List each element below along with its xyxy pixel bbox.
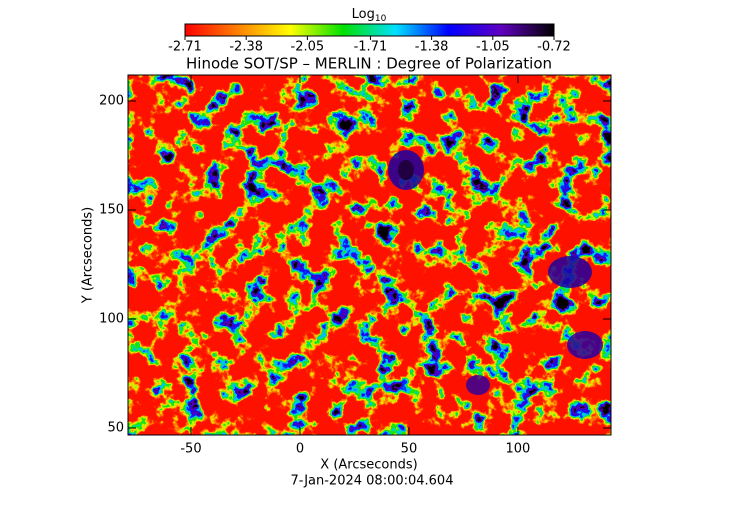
chart-title: Hinode SOT/SP – MERLIN : Degree of Polar… [186,55,552,73]
spot [548,256,592,288]
colorbar-tick-label: -2.71 [168,40,202,55]
y-tick-label: 150 [99,202,124,217]
spot-core [398,160,414,180]
y-tick-label: 100 [99,311,124,326]
colorbar-label-base: Log [352,7,375,22]
polarization-map [128,75,611,435]
colorbar-tick-label: -0.72 [537,40,571,55]
y-tick-label: 200 [99,93,124,108]
date-label: 7-Jan-2024 08:00:04.604 [291,474,454,489]
colorbar-label: Log10 [352,7,387,24]
colorbar-tick-label: -2.05 [291,40,325,55]
x-tick-label: 100 [506,442,531,457]
colorbar-tick-label: -1.05 [476,40,510,55]
colorbar-tick-label: -1.71 [354,40,388,55]
x-tick-label: 0 [296,442,304,457]
plot-frame [127,74,612,436]
spot [466,375,490,395]
y-tick-label: 50 [107,421,124,436]
colorbar-tick-label: -1.38 [415,40,449,55]
x-tick-label: 50 [401,442,418,457]
colorbar-label-subscript: 10 [375,14,387,24]
x-tick-label: -50 [180,442,201,457]
spot [567,331,603,359]
x-axis-label: X (Arcseconds) [320,458,417,473]
map [128,75,611,435]
y-axis-label: Y (Arcseconds) [81,207,96,304]
colorbar [184,23,555,37]
colorbar-tick-label: -2.38 [229,40,263,55]
